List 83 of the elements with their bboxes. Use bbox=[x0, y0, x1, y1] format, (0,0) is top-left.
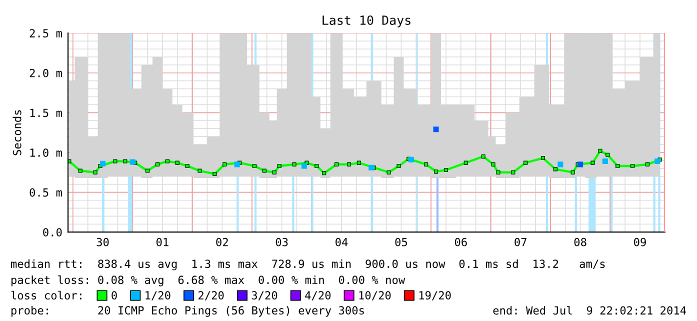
point bbox=[212, 172, 217, 176]
point bbox=[78, 168, 82, 173]
legend-label: 0 bbox=[112, 291, 117, 300]
point bbox=[491, 162, 496, 166]
y-tick-label: 0.5 m bbox=[30, 188, 62, 197]
point bbox=[424, 162, 428, 166]
point bbox=[444, 168, 448, 172]
point bbox=[185, 164, 190, 168]
point bbox=[645, 162, 650, 166]
x-tick-label: 04 bbox=[336, 238, 348, 246]
point bbox=[93, 170, 98, 174]
y-tick-label: 1.5 m bbox=[30, 108, 62, 118]
y-tick-label: 1.0 m bbox=[30, 148, 62, 157]
point bbox=[464, 160, 468, 165]
point bbox=[175, 160, 180, 165]
legend-label: 19/20 bbox=[419, 291, 451, 300]
point bbox=[292, 162, 296, 166]
point bbox=[262, 168, 266, 173]
y-tick-label: 0.0 bbox=[43, 228, 62, 236]
point bbox=[602, 158, 608, 164]
text: median rtt: 838.4 us avg 1.3 ms max 728.9 us min 900.0 us now 0.1 ms sd 13.2 am/s bbox=[11, 259, 605, 270]
x-tick-label: 06 bbox=[454, 238, 467, 246]
point bbox=[334, 162, 339, 166]
point bbox=[123, 159, 128, 164]
point bbox=[434, 170, 438, 174]
point bbox=[570, 170, 575, 174]
x-tick-label: 30 bbox=[96, 238, 109, 246]
point bbox=[616, 164, 620, 168]
legend-label: 2/20 bbox=[198, 291, 224, 300]
legend-label: 1/20 bbox=[146, 291, 170, 300]
point bbox=[146, 168, 150, 173]
point bbox=[322, 171, 326, 176]
text: probe: 20 ICMP Echo Pings (56 Bytes) every 300s bbox=[11, 306, 364, 317]
point bbox=[272, 170, 276, 174]
x-tick-label: 09 bbox=[634, 238, 646, 246]
chart-title: Last 10 Days bbox=[322, 15, 410, 28]
point bbox=[346, 162, 352, 166]
point bbox=[496, 170, 500, 174]
point bbox=[222, 162, 227, 166]
legend-label: 4/20 bbox=[305, 291, 331, 300]
point bbox=[630, 164, 635, 168]
point bbox=[578, 162, 584, 168]
point bbox=[368, 164, 374, 170]
point bbox=[433, 126, 439, 132]
x-tick-label: 03 bbox=[276, 238, 288, 246]
point bbox=[130, 159, 136, 165]
point bbox=[590, 160, 595, 165]
point bbox=[396, 164, 401, 168]
x-tick-label: 05 bbox=[395, 238, 408, 246]
y-tick-label: 2.0 m bbox=[30, 68, 62, 78]
point bbox=[277, 164, 282, 168]
point bbox=[356, 160, 361, 165]
legend-label: 3/20 bbox=[252, 291, 278, 300]
y-tick-label: 2.5 m bbox=[30, 29, 62, 38]
point bbox=[598, 148, 602, 153]
point bbox=[113, 159, 118, 164]
point bbox=[558, 162, 564, 168]
point bbox=[234, 162, 240, 168]
legend-label: 10/20 bbox=[359, 291, 391, 300]
point bbox=[301, 163, 307, 169]
point bbox=[511, 170, 516, 174]
point bbox=[654, 158, 660, 164]
x-tick-label: 01 bbox=[156, 238, 168, 246]
point bbox=[481, 154, 486, 158]
point bbox=[524, 160, 528, 165]
point bbox=[198, 168, 202, 173]
text: packet loss: 0.08 % avg 6.68 % max 0.00 % min 0.00 % now bbox=[11, 275, 406, 286]
point bbox=[540, 156, 545, 160]
point bbox=[155, 162, 160, 166]
point bbox=[165, 159, 170, 164]
y-axis-title: Seconds bbox=[12, 110, 22, 156]
point bbox=[553, 167, 558, 172]
point bbox=[606, 152, 610, 157]
x-tick-label: 08 bbox=[574, 238, 586, 246]
point bbox=[100, 160, 106, 166]
x-tick-label: 07 bbox=[514, 238, 526, 246]
text: end: Wed Jul 9 22:02:21 2014 bbox=[493, 306, 686, 315]
point bbox=[314, 164, 319, 168]
x-tick-label: 02 bbox=[216, 238, 228, 246]
legend-title: loss color: bbox=[11, 290, 82, 300]
point bbox=[386, 170, 391, 174]
point bbox=[252, 164, 256, 168]
point bbox=[408, 156, 414, 162]
